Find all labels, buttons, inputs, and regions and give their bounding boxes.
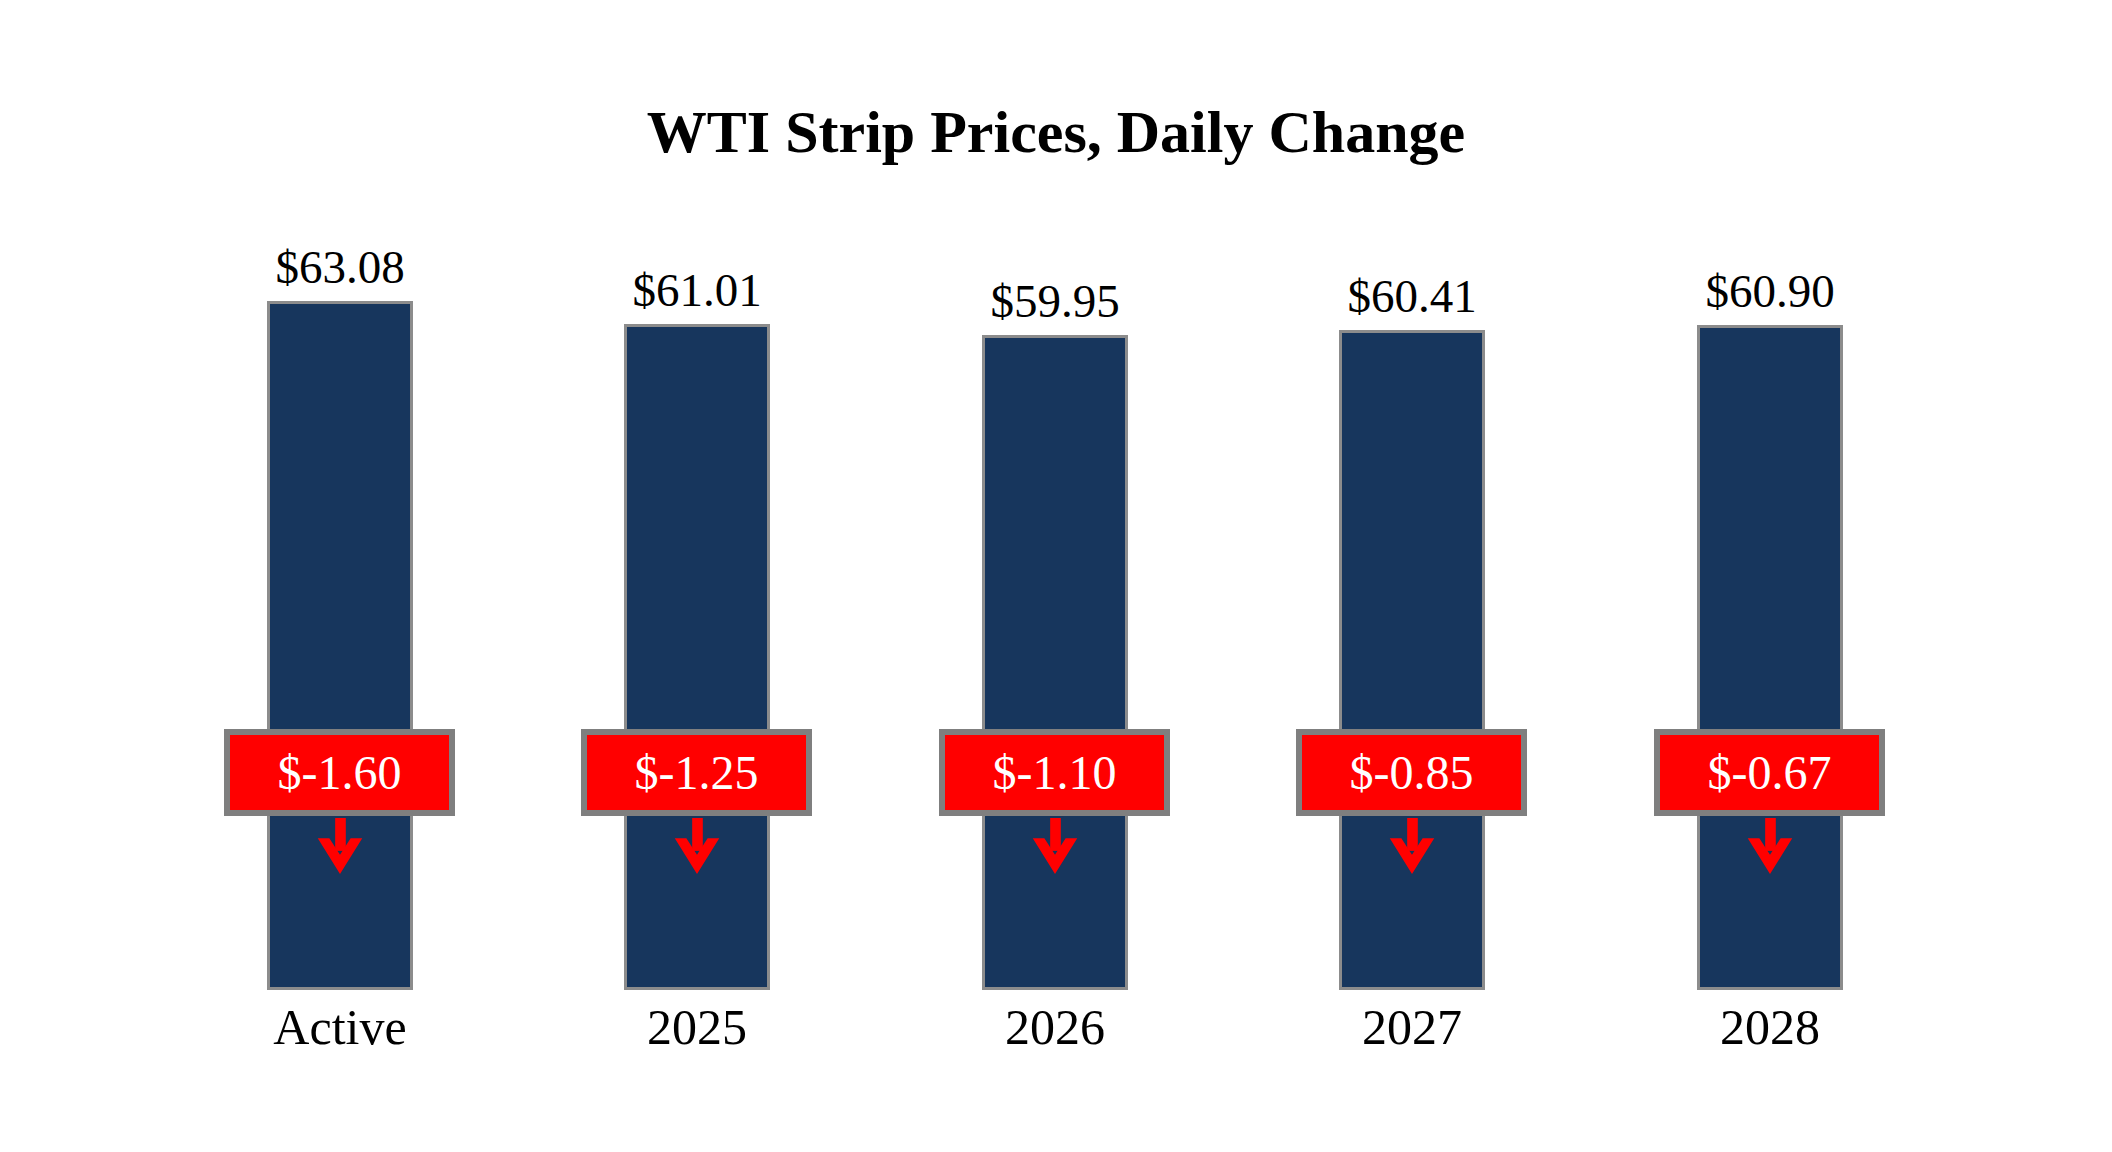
strip-price-bar: [1697, 325, 1843, 990]
strip-price-bar: [624, 324, 770, 990]
bar-column-2026: $59.95 $-1.10 2026: [915, 0, 1195, 1152]
daily-change-badge: $-0.67: [1654, 729, 1885, 816]
daily-change-badge: $-0.85: [1296, 729, 1527, 816]
price-label: $60.41: [1272, 273, 1552, 320]
category-label: 2028: [1630, 1002, 1910, 1052]
category-label: Active: [200, 1002, 480, 1052]
down-arrow-icon: [312, 818, 368, 876]
bar-column-2028: $60.90 $-0.67 2028: [1630, 0, 1910, 1152]
category-label: 2027: [1272, 1002, 1552, 1052]
daily-change-badge: $-1.25: [581, 729, 812, 816]
daily-change-badge: $-1.10: [939, 729, 1170, 816]
category-label: 2025: [557, 1002, 837, 1052]
category-label: 2026: [915, 1002, 1195, 1052]
down-arrow-icon: [669, 818, 725, 876]
strip-price-bar: [1339, 330, 1485, 990]
price-label: $61.01: [557, 267, 837, 314]
down-arrow-icon: [1384, 818, 1440, 876]
bar-column-active: $63.08 $-1.60 Active: [200, 0, 480, 1152]
bar-column-2025: $61.01 $-1.25 2025: [557, 0, 837, 1152]
down-arrow-icon: [1742, 818, 1798, 876]
down-arrow-icon: [1027, 818, 1083, 876]
strip-price-bar: [267, 301, 413, 990]
daily-change-badge: $-1.60: [224, 729, 455, 816]
price-label: $60.90: [1630, 268, 1910, 315]
price-label: $63.08: [200, 244, 480, 291]
chart-canvas: WTI Strip Prices, Daily Change $63.08 $-…: [0, 0, 2112, 1152]
price-label: $59.95: [915, 278, 1195, 325]
strip-price-bar: [982, 335, 1128, 990]
bar-column-2027: $60.41 $-0.85 2027: [1272, 0, 1552, 1152]
